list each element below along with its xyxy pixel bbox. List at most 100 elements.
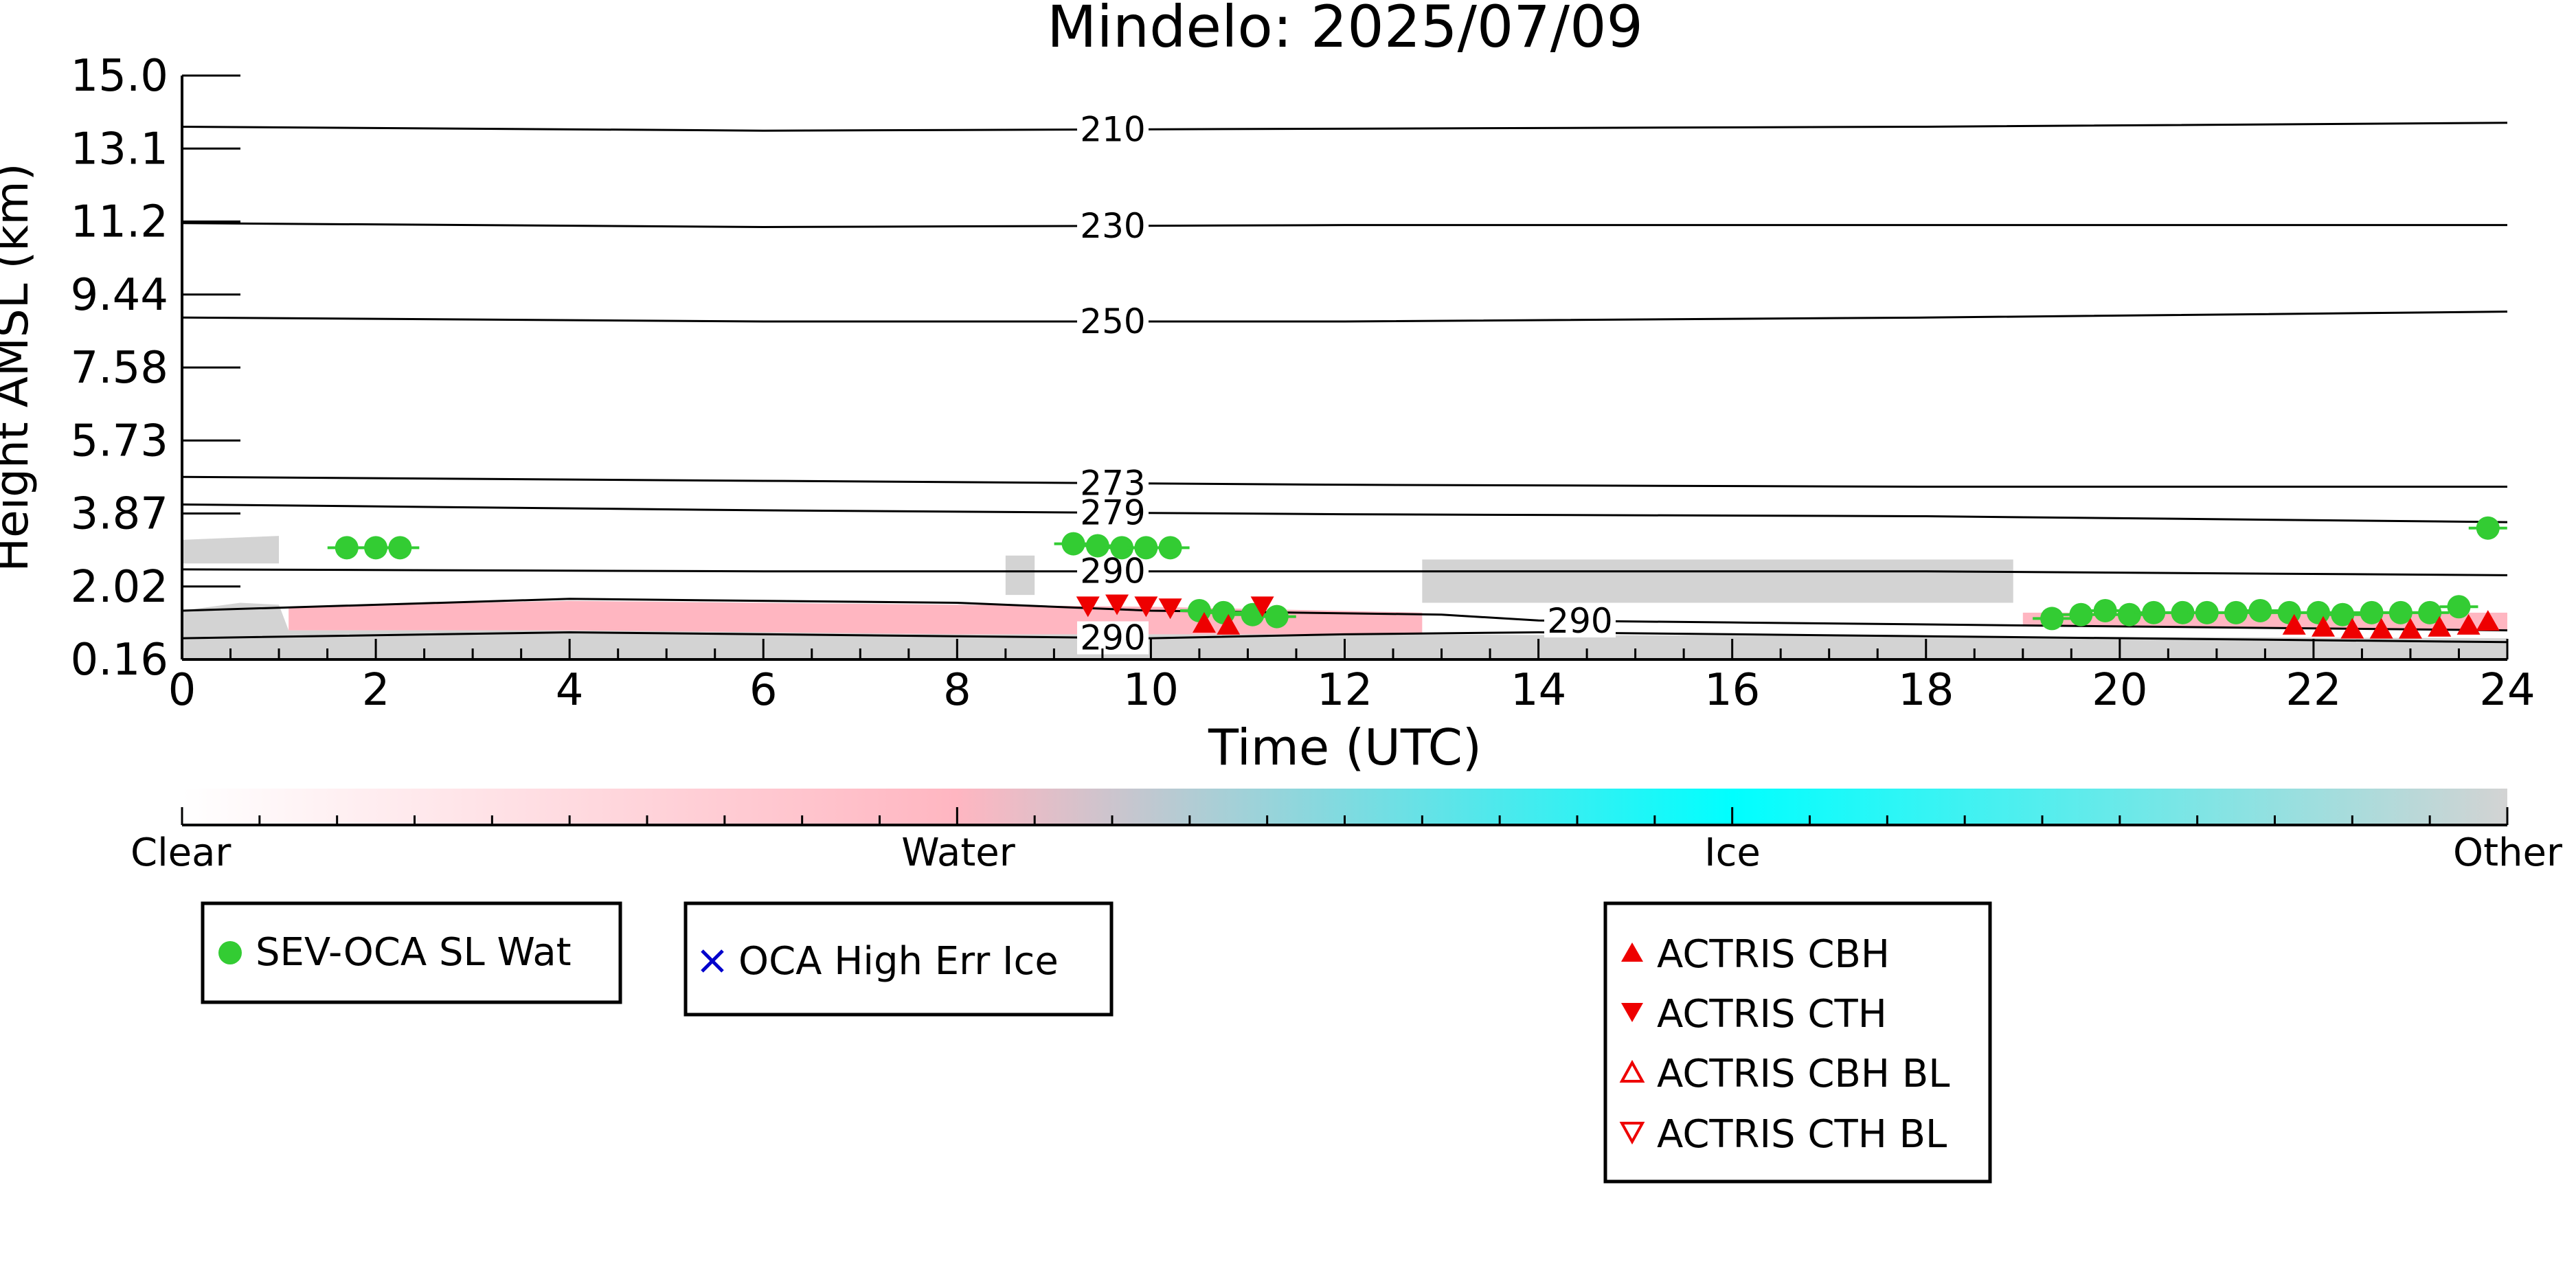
contour-line-210-0 (182, 122, 2507, 132)
contour-label-290: 290 (1080, 552, 1145, 591)
point-sev-oca-sl-wat (2093, 598, 2117, 622)
contour-line-290-6 (182, 598, 2507, 632)
legend-entry-sev-oca-sl-wat: SEV-OCA SL Wat (256, 930, 572, 975)
point-sev-oca-sl-wat (2171, 600, 2195, 624)
y-tick-label: 13.1 (71, 124, 169, 174)
x-tick-label: 10 (1123, 665, 1179, 716)
contour-label-bg (1077, 554, 1149, 588)
legend-box (201, 901, 622, 1004)
contour-line-279-4 (182, 503, 2507, 523)
contour-label-210: 210 (1080, 109, 1145, 149)
point-sev-oca-sl-wat (2224, 600, 2248, 624)
colorbar-label-ice: Ice (1704, 831, 1761, 875)
point-actris-cbh (2456, 613, 2481, 635)
x-tick-label: 2 (362, 665, 390, 716)
point-sev-oca-sl-wat (2476, 516, 2500, 540)
point-actris-cth (1250, 596, 1274, 618)
x-marker-icon (701, 949, 724, 973)
legend-entry-actris-cth: ACTRIS CTH (1657, 992, 1887, 1037)
point-sev-oca-sl-wat (388, 536, 412, 560)
y-tick-label: 0.16 (71, 635, 169, 686)
point-actris-cbh (2428, 615, 2452, 637)
cloud-region-other-3 (1422, 559, 2013, 603)
y-tick-label: 7.58 (71, 343, 169, 394)
point-sev-oca-sl-wat (2248, 598, 2272, 622)
contour-line-273-3 (182, 475, 2507, 488)
point-sev-oca-sl-wat (1110, 536, 1134, 560)
legend-box (683, 901, 1114, 1017)
point-actris-cth (1105, 594, 1129, 615)
triangle-up-icon (1621, 942, 1643, 962)
point-sev-oca-sl-wat (364, 536, 388, 560)
contour-label-bg (1544, 604, 1616, 637)
point-sev-oca-sl-wat (1061, 532, 1085, 556)
x-axis-label: Time (UTC) (1208, 719, 1482, 776)
x-tick-label: 22 (2285, 665, 2341, 716)
y-tick-label: 11.2 (71, 197, 169, 248)
point-sev-oca-sl-wat (2331, 602, 2355, 626)
contour-label-bg (1077, 209, 1149, 242)
cloud-region-other-2 (1005, 555, 1035, 596)
triangle-down-icon (1621, 1003, 1643, 1022)
y-tick-label: 9.44 (71, 270, 169, 321)
cloud-region-other-1 (182, 536, 280, 564)
triangle-down-open-icon (1619, 1122, 1645, 1145)
x-tick-label: 0 (168, 665, 196, 716)
point-actris-cth (1076, 596, 1100, 618)
contour-label-bg (1077, 466, 1149, 500)
contour-label-290: 290 (1080, 618, 1145, 658)
y-ticks: 0.16 2.02 3.87 5.73 7.58 9.44 11.2 13.1 15.0 (71, 51, 240, 686)
colorbar-label-other: Other (2453, 831, 2563, 875)
contour-line-290-5 (182, 568, 2507, 576)
triangle-up-open-icon (1619, 1059, 1645, 1083)
circle-marker-icon (218, 941, 242, 964)
point-actris-cbh (2340, 618, 2364, 639)
point-actris-cbh (2312, 615, 2336, 637)
point-sev-oca-sl-wat (335, 536, 359, 560)
point-actris-cbh (2476, 610, 2500, 631)
colorbar-ticks (181, 807, 2509, 825)
point-actris-cbh (2369, 618, 2393, 639)
point-sev-oca-sl-wat (2447, 595, 2471, 619)
x-tick-label: 20 (2092, 665, 2147, 716)
contour-label-bg (1077, 113, 1149, 146)
x-tick-label: 12 (1317, 665, 1372, 716)
point-actris-cth (1134, 596, 1158, 618)
data-markers (327, 516, 2507, 639)
point-sev-oca-sl-wat (1134, 536, 1158, 560)
point-sev-oca-sl-wat (2306, 600, 2330, 624)
point-actris-cbh (1192, 612, 1216, 633)
legend-entry-actris-cbh: ACTRIS CBH (1657, 932, 1890, 977)
y-axis-label: Height AMSL (km) (0, 163, 38, 572)
legend-entry-actris-cth-bl: ACTRIS CTH BL (1657, 1112, 1947, 1157)
point-sev-oca-sl-wat (2040, 607, 2064, 631)
point-sev-oca-sl-wat (1265, 605, 1289, 629)
point-sev-oca-sl-wat (1085, 534, 1109, 558)
legend-entry-oca-high-err-ice: OCA High Err Ice (738, 939, 1059, 984)
y-tick-label: 3.87 (71, 489, 169, 540)
chart-title: Mindelo: 2025/07/09 (1047, 0, 1643, 60)
contour-line-230-1 (182, 222, 2507, 229)
point-sev-oca-sl-wat (2360, 600, 2384, 624)
legend-box (1603, 901, 1992, 1184)
legend-sev-oca: SEV-OCA SL Wat (201, 901, 622, 1004)
point-actris-cbh (1217, 613, 1241, 635)
x-ticks: 0 2 4 6 8 10 12 14 16 18 20 22 24 (168, 639, 2535, 716)
point-sev-oca-sl-wat (2388, 600, 2413, 624)
legend-entry-actris-cbh-bl: ACTRIS CBH BL (1657, 1052, 1950, 1096)
x-tick-label: 14 (1511, 665, 1566, 716)
temperature-contours (182, 122, 2507, 644)
contour-line-250-2 (182, 310, 2507, 323)
y-tick-label: 5.73 (71, 416, 169, 466)
x-tick-label: 16 (1704, 665, 1760, 716)
point-actris-cbh (2398, 618, 2422, 639)
y-tick-label: 2.02 (71, 562, 169, 613)
point-sev-oca-sl-wat (2117, 602, 2141, 626)
legend-oca-high-err: OCA High Err Ice (683, 901, 1114, 1017)
point-sev-oca-sl-wat (2142, 600, 2166, 624)
y-tick-label: 15.0 (71, 51, 169, 102)
point-actris-cbh (2282, 613, 2306, 635)
contour-label-bg (1077, 621, 1149, 655)
x-tick-label: 24 (2479, 665, 2535, 716)
